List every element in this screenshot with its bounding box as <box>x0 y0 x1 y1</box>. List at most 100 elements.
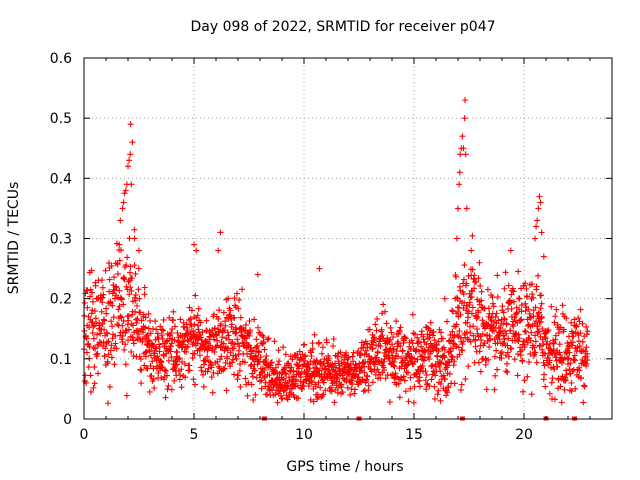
data-point <box>159 363 166 370</box>
data-point <box>231 295 238 302</box>
data-point <box>209 389 216 396</box>
data-point <box>373 327 380 334</box>
data-point <box>565 361 571 368</box>
data-point <box>256 378 263 385</box>
data-point <box>272 364 279 371</box>
data-point <box>349 381 356 388</box>
data-point <box>220 366 227 373</box>
data-point <box>187 315 194 322</box>
data-point <box>462 97 469 104</box>
data-point <box>381 366 388 373</box>
data-point <box>252 352 259 359</box>
data-point <box>222 322 229 329</box>
data-point <box>271 338 278 345</box>
data-point <box>397 324 404 331</box>
data-point <box>559 356 566 363</box>
data-point <box>545 327 552 334</box>
data-point <box>125 312 132 319</box>
data-point <box>430 328 437 335</box>
data-point <box>232 330 239 337</box>
data-point <box>138 380 145 387</box>
data-point <box>85 340 92 347</box>
x-axis-label: GPS time / hours <box>286 459 403 475</box>
data-point <box>197 334 204 341</box>
data-point <box>306 365 313 372</box>
data-point <box>505 335 512 342</box>
data-point <box>117 313 124 320</box>
data-point <box>388 329 395 336</box>
data-point <box>485 305 492 312</box>
chart-title: Day 098 of 2022, SRMTID for receiver p04… <box>190 19 495 35</box>
data-point <box>104 400 111 407</box>
data-point <box>477 282 484 289</box>
data-point <box>579 338 586 345</box>
data-point <box>280 344 287 351</box>
data-point <box>83 349 90 356</box>
data-point <box>533 283 540 290</box>
data-point <box>119 205 126 212</box>
data-point <box>492 313 499 320</box>
data-point <box>173 361 180 368</box>
data-point <box>330 343 337 350</box>
data-point <box>410 399 417 406</box>
data-point <box>158 332 165 339</box>
data-point <box>113 345 120 352</box>
data-point <box>437 368 444 375</box>
data-point <box>262 357 269 364</box>
data-point <box>338 384 345 391</box>
data-point <box>516 295 523 302</box>
data-point <box>459 341 466 348</box>
data-point <box>94 331 101 338</box>
data-point <box>518 316 525 323</box>
data-point <box>127 284 134 291</box>
data-point <box>211 336 218 343</box>
data-point <box>280 375 287 382</box>
data-point <box>537 305 544 312</box>
data-point <box>552 332 559 339</box>
data-point <box>182 374 189 381</box>
data-point <box>141 291 148 298</box>
data-point <box>509 285 516 292</box>
data-point <box>568 380 575 387</box>
data-point <box>265 335 272 342</box>
data-point <box>416 374 423 381</box>
data-point <box>89 298 96 305</box>
data-point <box>452 273 459 280</box>
data-point <box>344 384 351 391</box>
data-point <box>418 343 425 350</box>
data-point <box>493 310 500 317</box>
data-point <box>167 343 174 350</box>
data-point <box>126 269 133 276</box>
data-point <box>244 392 251 399</box>
data-point <box>135 286 142 293</box>
data-point <box>109 290 116 297</box>
data-point <box>501 336 508 343</box>
data-point <box>132 270 139 277</box>
data-point <box>560 326 567 333</box>
data-point <box>556 341 563 348</box>
data-point <box>101 317 108 324</box>
data-point <box>476 348 483 355</box>
data-point <box>444 318 450 325</box>
data-point <box>176 355 183 362</box>
data-point <box>186 367 193 374</box>
data-point <box>309 345 316 352</box>
data-point <box>343 349 350 356</box>
data-point <box>525 306 532 313</box>
data-point <box>521 328 528 335</box>
data-point <box>339 389 346 396</box>
data-point <box>329 361 336 368</box>
data-point <box>88 388 95 395</box>
data-point <box>283 371 290 378</box>
data-point <box>245 379 252 386</box>
data-point <box>171 377 178 384</box>
data-point <box>138 317 145 324</box>
data-point <box>123 392 130 399</box>
data-point <box>214 358 221 365</box>
data-point <box>583 360 590 367</box>
data-point <box>513 309 520 316</box>
data-point <box>142 353 149 360</box>
data-point <box>490 328 497 335</box>
data-point <box>566 349 573 356</box>
data-point <box>538 229 545 236</box>
